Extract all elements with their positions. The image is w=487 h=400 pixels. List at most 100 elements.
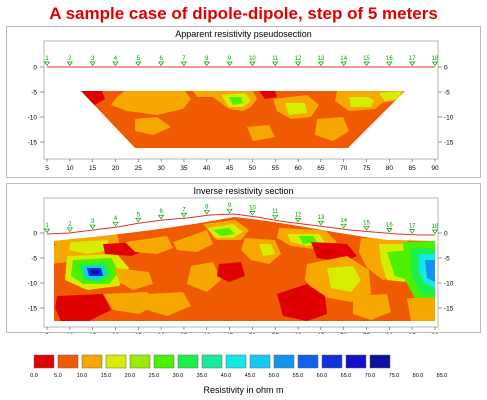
x-tick-label: 60 (294, 165, 302, 172)
x-tick-label: 15 (89, 165, 97, 172)
x-tick-label: 50 (249, 165, 257, 172)
electrode-label: 13 (318, 56, 325, 62)
electrode-label: 14 (340, 218, 347, 224)
x-tick-label: 90 (431, 333, 439, 334)
y-tick-label: -15 (28, 140, 38, 147)
legend-value-label: 50.0 (269, 373, 280, 379)
x-tick-label: 75 (363, 333, 371, 334)
x-tick-label: 10 (66, 333, 74, 334)
electrode-marker (43, 61, 51, 67)
legend-value-label: 30.0 (173, 373, 184, 379)
legend-value-label: 85.0 (437, 373, 448, 379)
electrode-marker (431, 229, 439, 235)
electrode-marker (89, 224, 96, 230)
legend-value-label: 80.0 (413, 373, 424, 379)
legend-value-label: 55.0 (293, 373, 304, 379)
x-tick-label: 45 (226, 333, 234, 334)
legend-value-label: 45.0 (245, 373, 256, 379)
electrode-marker (66, 227, 74, 232)
legend-value-label: 40.0 (221, 373, 232, 379)
plot-frame (43, 197, 439, 328)
y-tick-label: 0 (33, 231, 37, 238)
x-tick-label: 50 (249, 333, 257, 334)
pseudosection-title: Apparent resistivity pseudosection (175, 29, 312, 39)
legend-swatch (129, 354, 151, 369)
y-tick-label: 0 (33, 65, 37, 72)
electrode-marker (408, 229, 416, 234)
electrode-marker (386, 228, 393, 233)
x-tick-label: 80 (386, 165, 394, 172)
electrode-marker (157, 61, 165, 67)
y-tick-label: -10 (28, 281, 38, 288)
x-tick-label: 25 (135, 333, 143, 334)
electrode-label: 2 (68, 56, 72, 62)
x-tick-label: 75 (363, 165, 371, 172)
legend-value-label: 15.0 (101, 373, 112, 379)
electrode-marker (340, 223, 347, 229)
x-tick-label: 45 (226, 165, 234, 172)
electrode-label: 9 (228, 56, 232, 62)
electrode-label: 6 (159, 56, 163, 62)
electrode-label: 3 (91, 56, 95, 62)
x-tick-label: 30 (158, 165, 166, 172)
legend-value-label: 5.0 (54, 373, 62, 379)
electrode-label: 3 (91, 219, 95, 225)
electrode-marker (112, 221, 119, 227)
electrode-marker (272, 61, 279, 67)
electrode-marker (317, 220, 325, 226)
y-tick-label: 0 (444, 65, 448, 72)
electrode-marker (294, 61, 302, 67)
axes-0: 0 0-5 -5-10 -10-15 -155 10 15 20 25 30 35 40 45 50 55 6… (28, 40, 454, 172)
electrode-marker (386, 61, 393, 67)
legend-swatch (225, 354, 247, 369)
y-tick-label: -10 (444, 281, 454, 288)
x-tick-label: 70 (340, 333, 348, 334)
electrode-marker (294, 218, 302, 223)
x-tick-label: 70 (340, 165, 348, 172)
legend-swatch (81, 354, 103, 369)
electrode-marker (249, 211, 256, 216)
electrode-marker (272, 214, 279, 220)
color-scale-legend: 0.0 5.0 10.0 15.0 20.0 25.0 30.0 35.0 40.0 45.0 50… (30, 354, 448, 379)
electrode-marker (226, 208, 233, 214)
electrode-label: 15 (363, 220, 370, 226)
legend-swatch (57, 354, 79, 369)
electrode-marker (249, 61, 256, 67)
electrode-marker (180, 61, 188, 67)
x-tick-label: 35 (180, 333, 188, 334)
x-tick-label: 85 (409, 333, 417, 334)
electrode-label: 13 (318, 215, 325, 221)
legend-scale: 0.0 5.0 10.0 15.0 20.0 25.0 30.0 35.0 40.0 45.0 50… (30, 354, 448, 379)
electrode-label: 5 (137, 56, 141, 62)
x-tick-label: 20 (112, 165, 120, 172)
electrode-marker (135, 61, 142, 67)
inverse-section-fill (54, 217, 435, 321)
legend-swatch (249, 354, 271, 369)
electrode-label: 15 (363, 56, 370, 62)
y-tick-label: -5 (31, 90, 37, 97)
legend-swatch (105, 354, 127, 369)
plot-frame (43, 40, 439, 160)
x-tick-label: 40 (203, 165, 211, 172)
electrode-marker (363, 226, 370, 231)
electrode-label: 11 (272, 56, 279, 62)
electrode-label: 10 (249, 56, 256, 62)
x-tick-label: 85 (409, 165, 417, 172)
y-tick-label: -5 (444, 256, 450, 263)
electrode-label: 12 (295, 212, 302, 218)
x-tick-label: 55 (272, 165, 280, 172)
electrode-marker (66, 61, 74, 67)
x-tick-label: 60 (294, 333, 302, 334)
electrode-label: 8 (205, 56, 209, 62)
x-tick-label: 25 (135, 165, 143, 172)
electrode-label: 7 (182, 207, 186, 213)
electrode-marker (43, 228, 51, 234)
legend-swatch (297, 354, 319, 369)
y-tick-label: -5 (444, 90, 450, 97)
y-tick-label: -15 (444, 306, 454, 313)
topography-line (46, 213, 435, 236)
legend-value-label: 25.0 (149, 373, 160, 379)
inverse-section-title: Inverse resistivity section (193, 186, 294, 196)
x-tick-label: 35 (180, 165, 188, 172)
legend-swatch (321, 354, 343, 369)
